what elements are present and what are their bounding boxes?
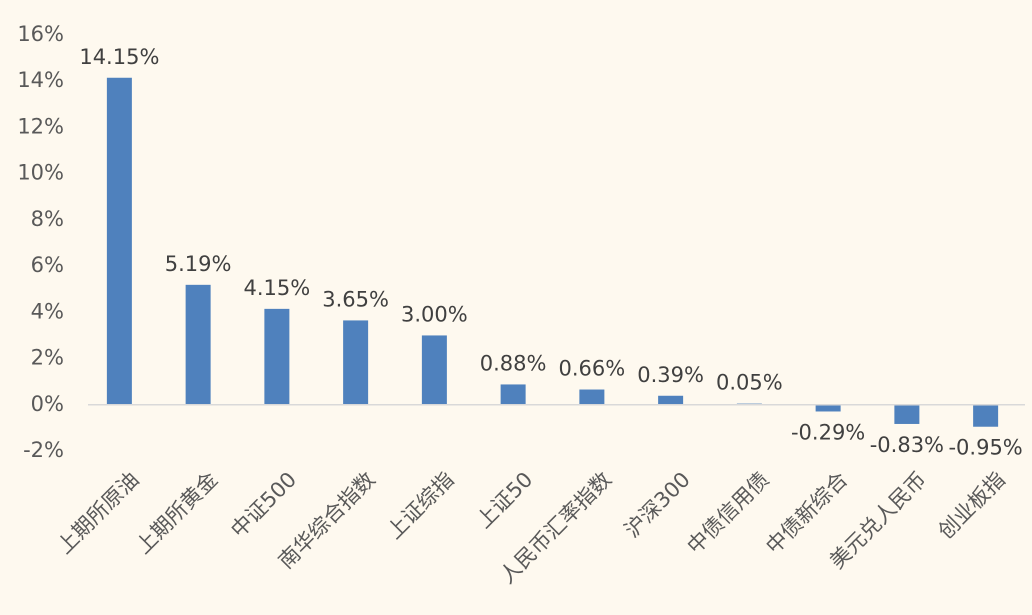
data-label: -0.29% [791, 420, 865, 444]
y-tick-label: 10% [17, 161, 64, 185]
y-tick-label: 4% [31, 299, 64, 323]
data-label: 0.05% [716, 371, 783, 395]
y-tick-label: 2% [31, 346, 64, 370]
data-label: 14.15% [79, 45, 159, 69]
y-tick-label: 16% [17, 22, 64, 46]
y-tick-label: 8% [31, 207, 64, 231]
bar [658, 395, 684, 405]
category-label: 创业板指 [934, 467, 1010, 543]
data-label: 0.88% [480, 351, 547, 375]
y-axis-ticks: -2% 0% 2% 4% 6% 8% 10% 12% 14% 16% [17, 22, 64, 462]
category-label: 上期所黄金 [131, 467, 222, 558]
bar [815, 404, 841, 412]
category-label: 上期所原油 [52, 467, 143, 558]
data-label: 3.00% [401, 302, 468, 326]
category-label: 中证500 [226, 467, 301, 542]
bar [579, 389, 605, 405]
data-label: 3.65% [322, 287, 389, 311]
category-label: 中债信用债 [682, 467, 773, 558]
bar [421, 335, 447, 405]
bar [264, 308, 290, 405]
data-labels: 14.15% 5.19% 4.15% 3.65% 3.00% 0.88% 0.66% 0.39… [79, 45, 1022, 460]
category-label: 上证综指 [382, 467, 458, 543]
y-tick-label: 0% [31, 392, 64, 416]
category-label: 上证50 [472, 467, 538, 533]
bar [343, 320, 369, 405]
bar [185, 284, 211, 405]
data-label: -0.83% [870, 433, 944, 457]
category-label: 沪深300 [620, 467, 695, 542]
data-label: 5.19% [165, 252, 232, 276]
bar [500, 384, 526, 405]
y-tick-label: -2% [23, 438, 64, 462]
y-tick-label: 12% [17, 114, 64, 138]
bar [973, 404, 999, 427]
y-tick-label: 14% [17, 68, 64, 92]
data-label: 0.39% [637, 363, 704, 387]
data-label: -0.95% [948, 436, 1022, 460]
bar [106, 77, 132, 405]
bars [106, 77, 999, 427]
y-tick-label: 6% [31, 253, 64, 277]
data-label: 0.66% [559, 357, 626, 381]
data-label: 4.15% [244, 276, 311, 300]
bar [894, 404, 920, 424]
